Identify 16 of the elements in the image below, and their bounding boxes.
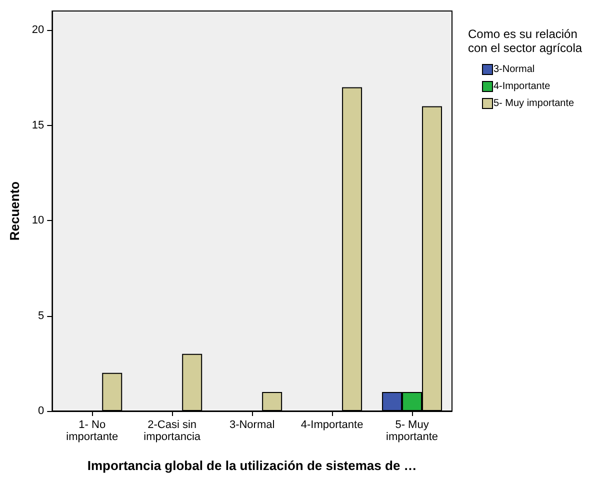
x-tick-label: 4-Importante bbox=[300, 419, 364, 431]
x-tick-label: 5- Muy importante bbox=[386, 419, 438, 443]
y-tick-label: 0 bbox=[38, 405, 44, 417]
legend-label: 4-Importante bbox=[494, 81, 551, 92]
x-tick-label: 2-Casi sin importancia bbox=[144, 419, 202, 443]
x-tick-label: 3-Normal bbox=[229, 419, 275, 431]
y-axis-title: Recuento bbox=[7, 181, 22, 241]
x-axis-title: Importancia global de la utilización de sistemas de … bbox=[87, 458, 417, 473]
x-tick-label: 1- No importante bbox=[66, 419, 118, 443]
legend-title: Como es su relación con el sector agrícola bbox=[468, 27, 582, 55]
y-tick-label: 5 bbox=[38, 310, 44, 322]
legend-label: 3-Normal bbox=[494, 64, 535, 75]
y-tick-label: 10 bbox=[32, 214, 44, 227]
legend-label: 5- Muy importante bbox=[494, 98, 575, 109]
y-tick-label: 20 bbox=[32, 24, 44, 36]
y-tick-label: 15 bbox=[32, 119, 44, 132]
